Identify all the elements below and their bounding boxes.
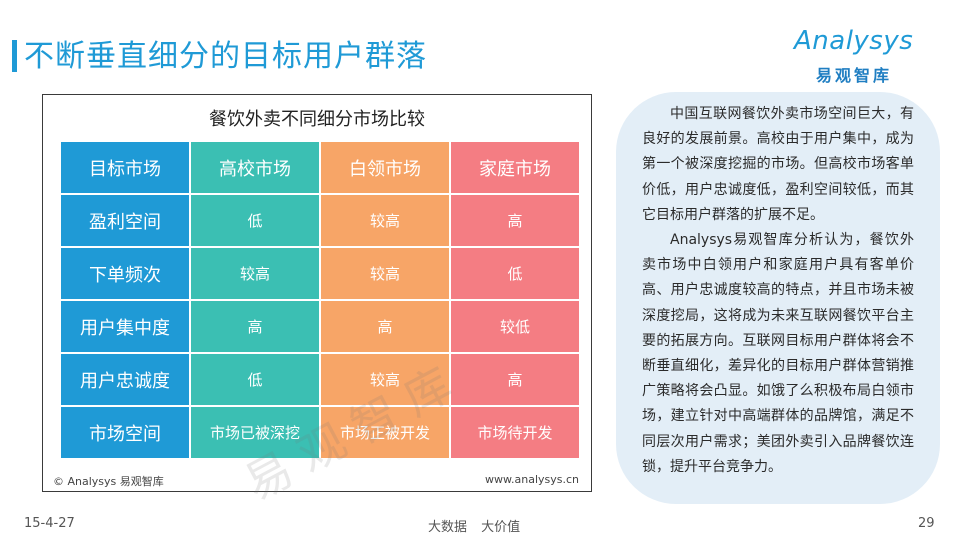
copyright-text: © Analysys 易观智库 (53, 475, 164, 488)
header-cell-family: 家庭市场 (451, 142, 579, 193)
title-accent-bar (12, 40, 17, 72)
cell-frequency-office: 较高 (321, 248, 449, 299)
header-cell-office: 白领市场 (321, 142, 449, 193)
logo-wordmark: Analysys (794, 26, 914, 56)
cell-frequency-campus: 较高 (191, 248, 319, 299)
cell-profit-campus: 低 (191, 195, 319, 246)
website-url: www.analysys.cn (485, 473, 579, 486)
cell-concentration-campus: 高 (191, 301, 319, 352)
row-label-concentration: 用户集中度 (61, 301, 189, 352)
row-label-profit: 盈利空间 (61, 195, 189, 246)
page-number: 29 (918, 516, 935, 531)
analysis-note: 中国互联网餐饮外卖市场空间巨大，有良好的发展前景。高校由于用户集中，成为第一个被… (616, 92, 940, 504)
cell-loyalty-family: 高 (451, 354, 579, 405)
cell-profit-family: 高 (451, 195, 579, 246)
row-label-market-space: 市场空间 (61, 407, 189, 458)
header-cell-market: 目标市场 (61, 142, 189, 193)
note-paragraph-1: 中国互联网餐饮外卖市场空间巨大，有良好的发展前景。高校由于用户集中，成为第一个被… (642, 106, 914, 223)
cell-concentration-office: 高 (321, 301, 449, 352)
cell-frequency-family: 低 (451, 248, 579, 299)
cell-loyalty-office: 较高 (321, 354, 449, 405)
comparison-table: 目标市场 高校市场 白领市场 家庭市场 盈利空间 低 较高 高 下单频次 较高 … (61, 142, 579, 458)
cell-concentration-family: 较低 (451, 301, 579, 352)
cell-loyalty-campus: 低 (191, 354, 319, 405)
logo-subtitle: 易观智库 (816, 66, 893, 85)
analysys-logo: Analysys 易观智库 (794, 26, 934, 86)
table-title: 餐饮外卖不同细分市场比较 (209, 109, 425, 130)
footer-slogan: 大数据 大价值 (428, 520, 521, 535)
cell-space-office: 市场正被开发 (321, 407, 449, 458)
cell-profit-office: 较高 (321, 195, 449, 246)
footer-date: 15-4-27 (24, 516, 75, 531)
header-cell-campus: 高校市场 (191, 142, 319, 193)
cell-space-campus: 市场已被深挖 (191, 407, 319, 458)
note-paragraph-2: Analysys易观智库分析认为，餐饮外卖市场中白领用户和家庭用户具有客单价高、… (642, 232, 914, 475)
cell-space-family: 市场待开发 (451, 407, 579, 458)
comparison-table-frame: 餐饮外卖不同细分市场比较 目标市场 高校市场 白领市场 家庭市场 盈利空间 低 … (42, 94, 592, 511)
row-label-frequency: 下单频次 (61, 248, 189, 299)
row-label-loyalty: 用户忠诚度 (61, 354, 189, 405)
page-title: 不断垂直细分的目标用户群落 (24, 39, 427, 74)
